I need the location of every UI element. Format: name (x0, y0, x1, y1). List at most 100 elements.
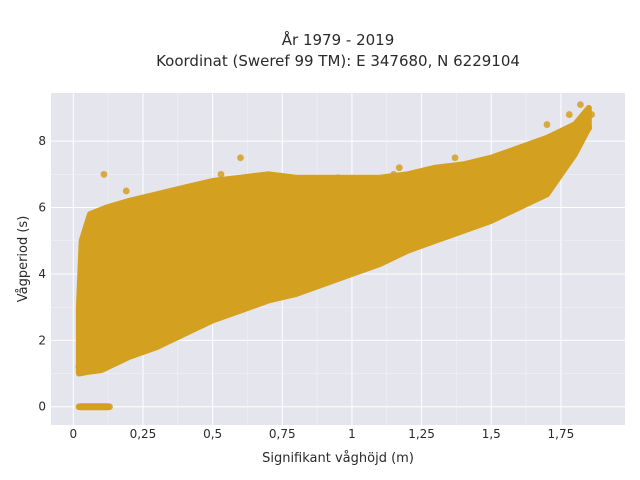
scatter-point (376, 180, 384, 188)
scatter-point (557, 160, 565, 168)
scatter-point (292, 257, 300, 265)
scatter-point (565, 111, 573, 118)
scatter-point (78, 403, 86, 411)
scatter-point (521, 144, 529, 152)
scatter-point (83, 353, 91, 361)
x-tick-label: 0,5 (203, 427, 222, 441)
chart-subtitle: Koordinat (Sweref 99 TM): E 347680, N 62… (156, 52, 520, 70)
scatter-point (264, 230, 272, 238)
scatter-point (111, 326, 119, 334)
scatter-point (348, 234, 356, 241)
scatter-point (395, 164, 403, 172)
scatter-point (543, 121, 551, 128)
scatter-point (334, 237, 342, 245)
scatter-point (89, 403, 97, 411)
scatter-point (106, 403, 113, 411)
scatter-point (237, 273, 244, 281)
scatter-point (278, 177, 286, 185)
scatter-point (237, 154, 244, 162)
scatter-point (432, 207, 439, 215)
scatter-point (195, 287, 203, 294)
scatter-point (320, 217, 328, 225)
scatter-point (473, 197, 481, 205)
x-axis-ticks: 0 0,25 0,5 0,75 1 1,25 1,5 1,75 (69, 427, 574, 441)
scatter-point (209, 210, 217, 218)
scatter-point (543, 174, 551, 182)
y-tick-label: 6 (38, 201, 46, 215)
scatter-point (100, 403, 108, 411)
y-tick-label: 8 (38, 134, 46, 148)
x-tick-label: 1,25 (408, 427, 435, 441)
scatter-point (209, 280, 217, 288)
y-axis-title: Vågperiod (s) (16, 216, 31, 303)
scatter-point (278, 260, 286, 268)
scatter-cloud (75, 104, 592, 377)
scatter-point (432, 200, 439, 208)
scatter-point (459, 164, 467, 172)
scatter-point (451, 154, 459, 162)
x-tick-label: 0,75 (269, 427, 296, 441)
scatter-point (209, 250, 217, 258)
scatter-point (571, 137, 579, 145)
scatter-point (292, 194, 300, 201)
scatter-point (306, 250, 314, 258)
scatter-point (125, 237, 133, 245)
scatter-point (404, 217, 412, 225)
scatter-point (97, 336, 105, 344)
scatter-point (446, 164, 453, 172)
scatter-point (501, 157, 509, 165)
scatter-point (125, 317, 133, 324)
scatter-point (167, 197, 175, 205)
scatter-point (237, 204, 244, 211)
y-tick-label: 2 (38, 333, 46, 347)
scatter-point (432, 170, 439, 178)
scatter-point (264, 197, 272, 205)
scatter-point (543, 144, 551, 152)
scatter-point (320, 190, 328, 198)
scatter-point (487, 190, 495, 198)
scatter-point (111, 220, 119, 228)
scatter-point (376, 224, 384, 231)
x-tick-label: 1 (348, 427, 356, 441)
scatter-point (515, 184, 523, 192)
scatter-point (588, 111, 595, 118)
scatter-point (83, 287, 91, 294)
x-axis-title: Signifikant våghöjd (m) (262, 451, 414, 466)
scatter-point (487, 160, 495, 168)
y-tick-label: 4 (38, 267, 46, 281)
scatter-point (153, 277, 161, 284)
scatter-point (334, 174, 342, 182)
scatter-point (223, 277, 230, 284)
scatter-point (251, 270, 258, 278)
scatter-point (97, 253, 105, 261)
scatter-point (122, 187, 130, 195)
scatter-point (362, 230, 370, 238)
scatter-point (390, 170, 398, 178)
scatter-point (501, 190, 509, 198)
scatter-point (529, 177, 537, 185)
x-tick-label: 0 (69, 427, 77, 441)
scatter-point (153, 224, 161, 231)
scatter-point (577, 101, 584, 109)
scatter-point (97, 320, 105, 328)
x-tick-label: 1,75 (548, 427, 575, 441)
scatter-point (75, 363, 83, 371)
y-tick-label: 0 (38, 400, 46, 414)
scatter-point (557, 151, 565, 158)
scatter-point (571, 144, 579, 152)
scatter-point (320, 243, 328, 251)
y-axis-ticks: 0 2 4 6 8 (38, 134, 46, 414)
scatter-point (181, 217, 189, 225)
data-points (75, 101, 595, 411)
scatter-point (459, 200, 467, 208)
scatter-point (390, 220, 398, 228)
scatter-point (217, 170, 225, 178)
scatter-point (585, 124, 593, 132)
scatter-point (446, 204, 453, 211)
scatter-point (94, 403, 102, 411)
scatter-point (515, 154, 523, 162)
scatter-point (181, 290, 189, 298)
scatter-point (418, 214, 425, 221)
scatter-point (83, 403, 91, 411)
chart-title: År 1979 - 2019 (282, 30, 395, 49)
